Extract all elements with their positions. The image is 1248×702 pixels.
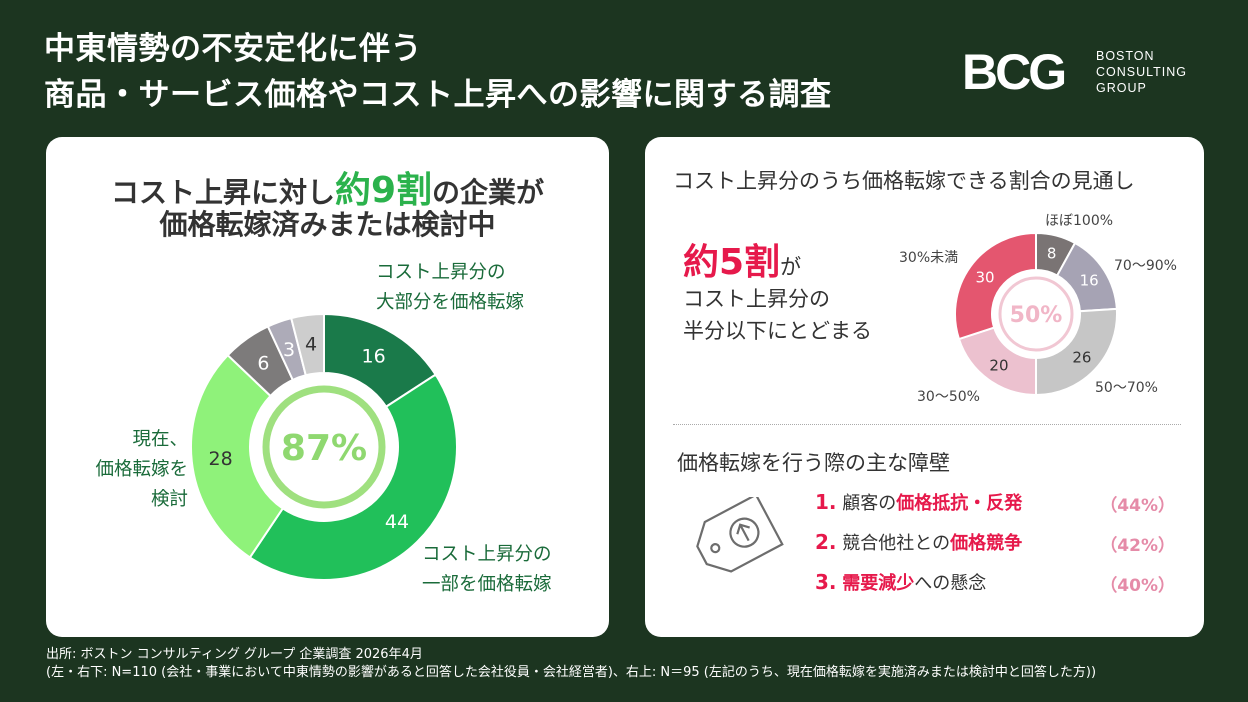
label-consider-line-1: 現在、 <box>132 429 188 450</box>
price-tag-icon <box>696 497 784 573</box>
bcg-logo: BCG BOSTON CONSULTING GROUP <box>962 44 1202 100</box>
barrier-emphasis: 価格競争 <box>950 533 1023 554</box>
page-title: 中東情勢の不安定化に伴う 商品・サービス価格やコスト上昇への影響に関する調査 <box>44 26 832 118</box>
left-headline-post: の企業が <box>432 176 545 209</box>
barrier-item: 1. 顧客の価格抵抗・反発 （44%） <box>815 489 1175 529</box>
donut-value-label: 16 <box>1080 272 1099 290</box>
label-30-50: 30～50% <box>917 389 980 405</box>
donut-value-label: 4 <box>305 334 317 356</box>
donut-value-label: 20 <box>989 356 1008 374</box>
logo-line-3: GROUP <box>1096 81 1147 95</box>
barrier-pre: 競合他社との <box>842 533 951 554</box>
divider <box>673 424 1181 425</box>
donut-chart-left: 16 44 28 63 4 87% <box>190 312 459 581</box>
donut-value-label: 6 <box>257 352 269 374</box>
barrier-percent: （44%） <box>1100 496 1175 516</box>
label-part-line-1: コスト上昇分の <box>422 544 552 565</box>
logo-line-1: BOSTON <box>1096 49 1155 63</box>
donut-segment <box>190 353 285 559</box>
barrier-number: 3. <box>815 570 837 594</box>
donut-segment <box>290 312 325 377</box>
label-under-30: 30%未満 <box>899 250 959 266</box>
donut-segment <box>954 231 1037 341</box>
barrier-number: 2. <box>815 530 837 554</box>
right-callout-emphasis: 約5割 <box>683 242 781 283</box>
donut-chart-right: 8 16 26 20 30 50% <box>954 231 1118 397</box>
label-most-line-2: 大部分を価格転嫁 <box>376 292 525 313</box>
barrier-percent: （40%） <box>1100 576 1175 596</box>
barrier-emphasis: 価格抵抗・反発 <box>896 493 1023 514</box>
bcg-logo-text: BOSTON CONSULTING GROUP <box>1096 48 1187 96</box>
label-almost-100: ほぼ100% <box>1045 213 1114 229</box>
logo-line-2: CONSULTING <box>1096 65 1188 79</box>
label-most-passed: コスト上昇分の 大部分を価格転嫁 <box>376 258 524 318</box>
donut-center-label: 87% <box>281 428 367 469</box>
label-consider-line-3: 検討 <box>150 489 188 510</box>
label-part-passed: コスト上昇分の 一部を価格転嫁 <box>422 540 552 600</box>
right-callout-post: が <box>780 255 802 279</box>
right-heading: コスト上昇分のうち価格転嫁できる割合の見通し <box>673 169 1135 193</box>
label-considering: 現在、 価格転嫁を 検討 <box>68 425 188 515</box>
donut-center-label: 50% <box>1010 303 1063 328</box>
label-consider-line-2: 価格転嫁を <box>95 459 188 480</box>
source-line-2: (左・右下: N=110 (会社・事業において中東情勢の影響があると回答した会社… <box>46 665 1097 680</box>
label-50-70: 50～70% <box>1095 380 1158 396</box>
barrier-pre: 顧客の <box>842 493 897 514</box>
label-part-line-2: 一部を価格転嫁 <box>422 574 552 595</box>
donut-left-segments: 16 44 28 63 4 87% <box>190 312 459 581</box>
barriers-heading: 価格転嫁を行う際の主な障壁 <box>677 451 950 475</box>
right-callout-line-2: コスト上昇分の <box>683 287 830 311</box>
bcg-logo-mark: BCG <box>962 44 1067 100</box>
donut-value-label: 30 <box>975 268 994 286</box>
left-headline-line-2: 価格転嫁済みまたは検討中 <box>159 208 496 241</box>
left-headline: コスト上昇に対し約9割の企業が <box>46 161 609 213</box>
barrier-post: への懸念 <box>914 573 987 594</box>
donut-value-label: 44 <box>385 511 409 533</box>
donut-segment <box>248 373 459 581</box>
donut-value-label: 3 <box>283 339 295 361</box>
donut-value-label: 16 <box>362 345 386 367</box>
donut-value-label: 26 <box>1072 349 1091 367</box>
donut-value-label: 8 <box>1047 244 1057 262</box>
right-callout: 約5割が コスト上昇分の 半分以下にとどまる <box>683 245 872 347</box>
title-line-2: 商品・サービス価格やコスト上昇への影響に関する調査 <box>44 77 832 113</box>
label-most-line-1: コスト上昇分の <box>376 262 506 283</box>
donut-center-ring <box>262 385 386 509</box>
barrier-number: 1. <box>815 490 837 514</box>
title-line-1: 中東情勢の不安定化に伴う <box>44 31 422 67</box>
barrier-item: 2. 競合他社との価格競争 （42%） <box>815 529 1175 569</box>
barrier-percent: （42%） <box>1100 536 1175 556</box>
label-70-90: 70～90% <box>1114 258 1177 274</box>
source-line-1: 出所: ボストン コンサルティング グループ 企業調査 2026年4月 <box>46 647 423 662</box>
right-panel: コスト上昇分のうち価格転嫁できる割合の見通し 約5割が コスト上昇分の 半分以下… <box>645 137 1204 637</box>
left-panel: コスト上昇に対し約9割の企業が 価格転嫁済みまたは検討中 16 44 28 6 3 4 87… <box>46 137 609 637</box>
donut-value-label: 28 <box>209 448 233 470</box>
left-headline-pre: コスト上昇に対し <box>110 176 335 209</box>
left-headline-emphasis: 約9割 <box>334 170 433 211</box>
donut-center-ring <box>998 276 1074 352</box>
barriers-list: 1. 顧客の価格抵抗・反発 （44%） 2. 競合他社との価格競争 （42%） … <box>815 489 1175 609</box>
donut-right-segments: 8 16 26 20 30 50% <box>954 231 1118 397</box>
barrier-item: 3. 需要減少への懸念 （40%） <box>815 569 1175 609</box>
barrier-emphasis: 需要減少 <box>842 573 915 594</box>
right-callout-line-3: 半分以下にとどまる <box>683 319 872 343</box>
